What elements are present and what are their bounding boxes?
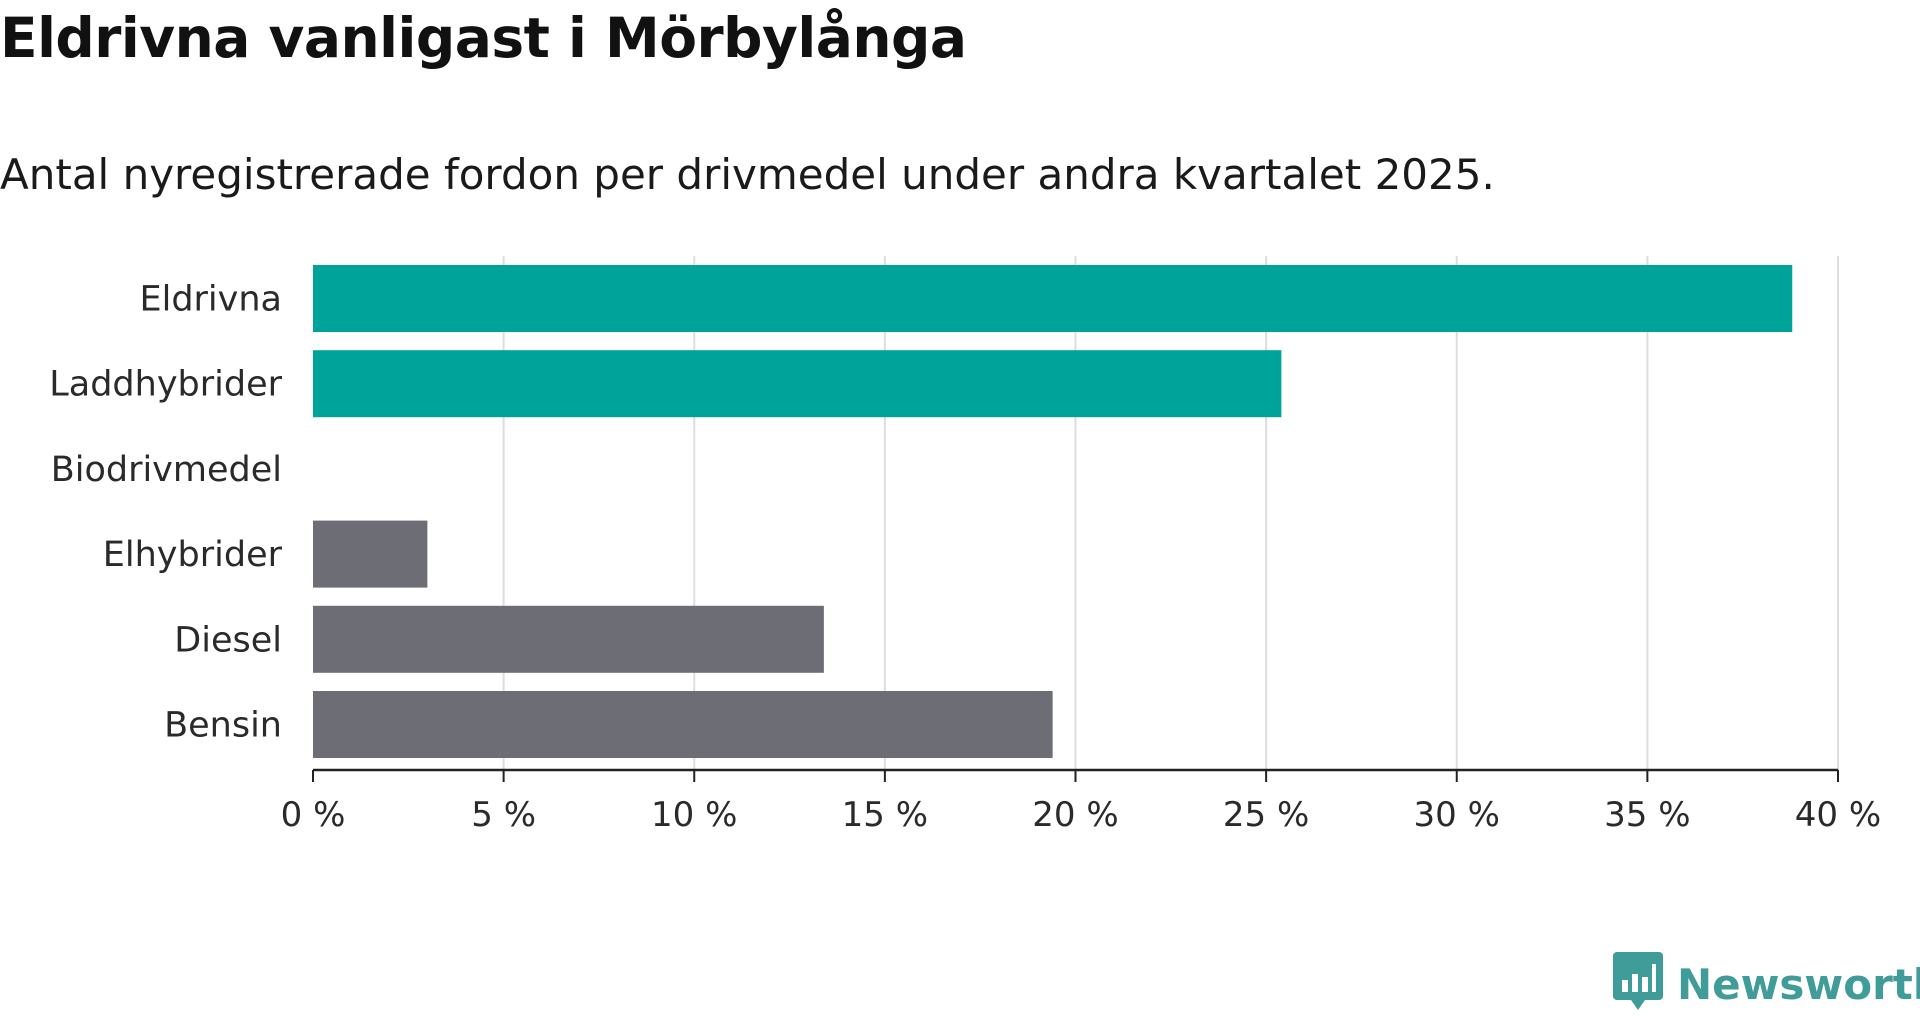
category-label: Diesel	[174, 620, 282, 660]
chart-subtitle: Antal nyregistrerade fordon per drivmede…	[0, 150, 1495, 199]
label-layer: Eldrivna Laddhybrider Biodrivmedel Elhybrid…	[49, 280, 282, 746]
bar	[313, 520, 428, 588]
x-tick-label: 40 %	[1795, 795, 1881, 835]
chart-title: Eldrivna vanligast i Mörbylånga	[0, 6, 967, 70]
x-tick-label: 0 %	[281, 795, 346, 835]
bar	[313, 265, 1793, 332]
bar	[313, 605, 824, 673]
category-label: Bensin	[164, 706, 282, 746]
logo-text: Newsworthy	[1677, 959, 1920, 1009]
x-tick-label: 5 %	[471, 795, 536, 835]
x-tick-label: 15 %	[842, 795, 928, 835]
category-label: Elhybrider	[103, 535, 283, 575]
newsworthy-logo: Newsworthy	[1613, 952, 1920, 1016]
x-tick-label: 20 %	[1032, 795, 1118, 835]
bar	[313, 691, 1053, 758]
bar-chart: 0 % 5 % 10 % 15 % 20 % 25 % 30 % 35 % 40 % Eldri…	[49, 256, 1881, 835]
x-tick-label: 35 %	[1604, 795, 1690, 835]
bar-chart-speech-bubble-icon	[1613, 952, 1663, 1016]
category-label: Laddhybrider	[49, 365, 282, 405]
bar-layer	[313, 265, 1793, 758]
bar	[313, 350, 1282, 418]
x-tick-label: 25 %	[1223, 795, 1309, 835]
x-tick-label: 30 %	[1414, 795, 1500, 835]
grid-layer	[502, 256, 1839, 770]
axis-layer: 0 % 5 % 10 % 15 % 20 % 25 % 30 % 35 % 40 %	[281, 768, 1881, 835]
category-label: Eldrivna	[139, 280, 282, 320]
x-tick-label: 10 %	[651, 795, 737, 835]
category-label: Biodrivmedel	[51, 450, 282, 490]
